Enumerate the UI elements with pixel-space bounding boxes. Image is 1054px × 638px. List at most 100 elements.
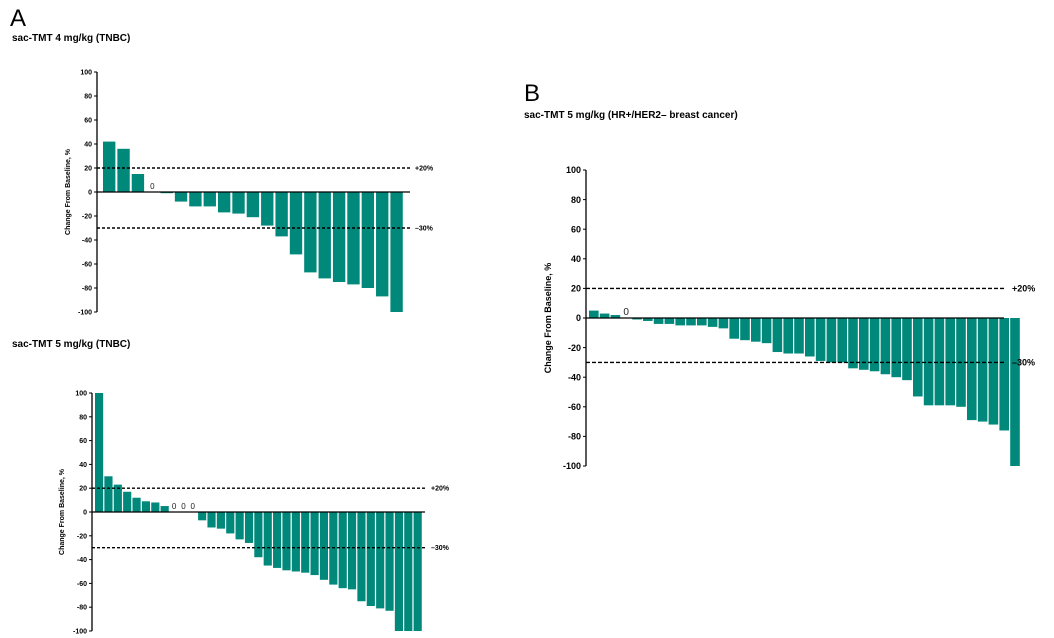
y-tick-label: -40	[568, 372, 581, 382]
bar	[643, 318, 653, 321]
bar	[837, 318, 847, 363]
y-tick-label: 0	[88, 189, 92, 196]
bar	[1010, 318, 1020, 466]
bar	[338, 512, 347, 589]
chart-title-b: sac-TMT 5 mg/kg (HR+/HER2– breast cancer…	[524, 110, 738, 121]
bar	[999, 318, 1009, 431]
y-tick-label: 100	[566, 165, 581, 175]
zero-value-label: 0	[623, 307, 629, 318]
bar	[718, 318, 729, 329]
bar	[376, 512, 385, 609]
bar	[104, 476, 113, 512]
bar	[347, 192, 360, 285]
y-tick-label: -80	[77, 605, 87, 612]
bar	[783, 318, 793, 354]
y-tick-label: -100	[563, 461, 581, 471]
bar	[310, 512, 319, 576]
bar	[275, 192, 288, 237]
bar	[95, 393, 104, 512]
bar	[610, 315, 621, 318]
bar	[261, 192, 274, 226]
bar	[390, 192, 403, 312]
y-axis-title: Change From Baseline, %	[65, 148, 72, 235]
y-tick-label: -20	[568, 343, 581, 353]
bar	[226, 512, 235, 534]
bar	[301, 512, 310, 573]
y-tick-label: -60	[568, 402, 581, 412]
y-tick-label: 60	[79, 438, 87, 445]
bar	[357, 512, 366, 602]
bar	[198, 512, 207, 521]
y-axis-title: Change From Baseline, %	[543, 263, 553, 374]
bar	[686, 318, 696, 326]
y-tick-label: -80	[568, 432, 581, 442]
y-tick-label: 80	[84, 93, 92, 100]
zero-value-label: 0	[172, 502, 177, 511]
bar	[332, 192, 346, 282]
zero-value-label: 0	[150, 182, 155, 191]
bar	[318, 192, 331, 279]
y-tick-label: -40	[82, 237, 92, 244]
y-tick-label: -100	[78, 309, 92, 316]
bar	[761, 318, 772, 344]
reference-line-label: +20%	[431, 486, 450, 493]
y-tick-label: -100	[73, 628, 87, 635]
bar	[902, 318, 912, 381]
bar	[707, 318, 718, 327]
bar	[794, 318, 804, 354]
bar	[891, 318, 901, 378]
zero-value-label: 0	[191, 502, 196, 511]
bar	[304, 192, 317, 273]
bar	[319, 512, 329, 580]
bar	[664, 318, 675, 324]
bar	[740, 318, 750, 341]
bar	[217, 192, 231, 213]
bar	[189, 192, 202, 207]
bar	[988, 318, 999, 425]
bar	[599, 313, 610, 318]
bar	[366, 512, 375, 607]
bar	[232, 192, 245, 214]
bar	[826, 318, 837, 363]
chart-title-a2: sac-TMT 5 mg/kg (TNBC)	[12, 339, 131, 350]
y-tick-label: 100	[80, 69, 92, 76]
y-tick-label: 0	[576, 313, 581, 323]
bar	[244, 512, 254, 543]
reference-line-label: –30%	[415, 225, 434, 232]
bar	[880, 318, 891, 375]
y-tick-label: 80	[79, 414, 87, 421]
bar	[869, 318, 880, 372]
bar	[589, 310, 599, 318]
bar	[376, 192, 389, 297]
y-tick-label: 40	[571, 254, 581, 264]
bar	[254, 512, 263, 558]
bar	[263, 512, 272, 566]
bar	[729, 318, 739, 339]
y-tick-label: 20	[84, 165, 92, 172]
bar	[273, 512, 282, 568]
bar	[347, 512, 357, 590]
bar	[859, 318, 869, 370]
bar	[913, 318, 923, 397]
bar	[632, 318, 642, 320]
bar	[653, 318, 664, 324]
bar	[132, 497, 141, 512]
bar	[235, 512, 244, 540]
y-tick-label: -20	[82, 213, 92, 220]
bar	[697, 318, 707, 326]
bar	[113, 484, 122, 512]
y-tick-label: 80	[571, 195, 581, 205]
bar	[815, 318, 826, 361]
y-tick-label: -60	[82, 261, 92, 268]
bar	[848, 318, 858, 369]
bar	[282, 512, 291, 571]
y-tick-label: 40	[84, 141, 92, 148]
bar	[117, 148, 130, 192]
y-tick-label: 60	[571, 224, 581, 234]
reference-line-label: +20%	[1012, 284, 1035, 294]
bar	[289, 192, 303, 255]
bar	[160, 506, 169, 512]
